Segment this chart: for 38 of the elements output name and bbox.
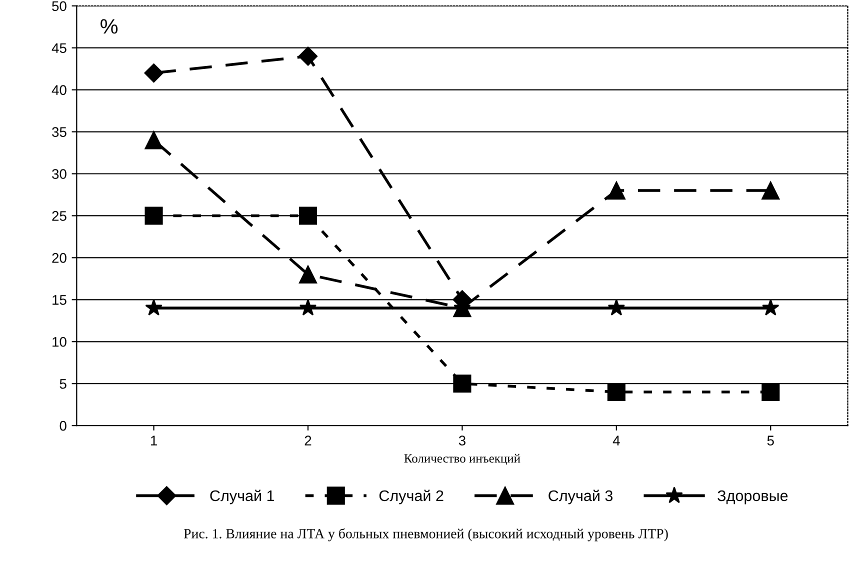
point xyxy=(298,265,318,284)
y-tick-label: 30 xyxy=(52,169,66,179)
point xyxy=(144,131,163,150)
x-tick-label: 4 xyxy=(612,436,620,446)
point xyxy=(145,299,162,316)
y-tick-label: 40 xyxy=(52,85,66,95)
y-tick-label: 15 xyxy=(52,295,66,305)
y-tick-label: 45 xyxy=(52,43,66,54)
point xyxy=(762,299,780,316)
point xyxy=(762,182,780,200)
point xyxy=(144,63,164,83)
y-tick-label: 35 xyxy=(52,127,66,137)
point xyxy=(299,299,317,316)
x-axis-title: Количество инъекций xyxy=(404,454,520,465)
y-axis-title: % xyxy=(100,19,118,34)
point xyxy=(762,382,780,402)
point xyxy=(298,206,318,225)
y-tick-label: 5 xyxy=(60,379,66,389)
legend-label: Случай 1 xyxy=(210,490,274,504)
y-tick-label: 0 xyxy=(60,420,66,431)
y-tick-label: 10 xyxy=(52,336,66,347)
y-tick-label: 20 xyxy=(52,253,66,263)
y-tick-label: 50 xyxy=(52,1,66,12)
point xyxy=(298,46,318,66)
point xyxy=(144,206,163,225)
x-tick-label: 5 xyxy=(767,436,774,446)
point xyxy=(607,382,626,402)
point xyxy=(607,182,626,200)
point xyxy=(453,374,472,393)
legend-label: Случай 2 xyxy=(379,490,444,504)
point xyxy=(608,299,626,316)
x-tick-label: 2 xyxy=(304,436,312,446)
x-tick-label: 3 xyxy=(458,436,466,446)
text: Рис. 1. Влияние на ЛТА у больных пневмонией (высокий исходный уровень ЛТР) xyxy=(184,528,668,542)
x-tick-label: 1 xyxy=(150,436,157,446)
y-tick-label: 25 xyxy=(52,211,66,221)
legend-label: Случай 3 xyxy=(548,490,613,504)
legend-label: Здоровые xyxy=(718,490,788,504)
